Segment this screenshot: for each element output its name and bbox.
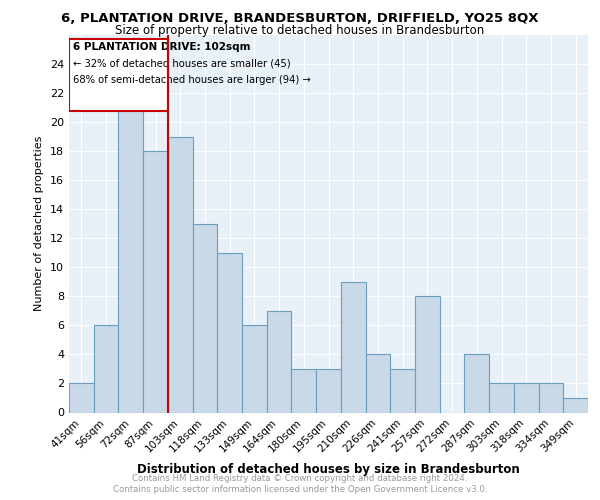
Bar — [563, 398, 588, 412]
Bar — [489, 384, 514, 412]
Bar — [143, 151, 168, 412]
Bar — [341, 282, 365, 412]
Bar — [464, 354, 489, 412]
Bar — [539, 384, 563, 412]
Bar — [69, 40, 168, 111]
Text: 6 PLANTATION DRIVE: 102sqm: 6 PLANTATION DRIVE: 102sqm — [73, 42, 250, 52]
Bar — [69, 384, 94, 412]
Text: 68% of semi-detached houses are larger (94) →: 68% of semi-detached houses are larger (… — [73, 75, 310, 85]
Bar — [415, 296, 440, 412]
Bar — [118, 93, 143, 412]
Bar — [267, 311, 292, 412]
Bar — [514, 384, 539, 412]
Text: Size of property relative to detached houses in Brandesburton: Size of property relative to detached ho… — [115, 24, 485, 37]
Text: ← 32% of detached houses are smaller (45): ← 32% of detached houses are smaller (45… — [73, 59, 290, 69]
Bar — [94, 326, 118, 412]
Y-axis label: Number of detached properties: Number of detached properties — [34, 136, 44, 312]
Bar — [217, 253, 242, 412]
Bar — [365, 354, 390, 412]
Bar — [168, 136, 193, 412]
X-axis label: Distribution of detached houses by size in Brandesburton: Distribution of detached houses by size … — [137, 462, 520, 475]
Text: 6, PLANTATION DRIVE, BRANDESBURTON, DRIFFIELD, YO25 8QX: 6, PLANTATION DRIVE, BRANDESBURTON, DRIF… — [61, 12, 539, 26]
Bar — [316, 369, 341, 412]
Bar — [242, 326, 267, 412]
Bar — [390, 369, 415, 412]
Bar — [193, 224, 217, 412]
Text: Contains HM Land Registry data © Crown copyright and database right 2024.
Contai: Contains HM Land Registry data © Crown c… — [113, 474, 487, 494]
Bar — [292, 369, 316, 412]
